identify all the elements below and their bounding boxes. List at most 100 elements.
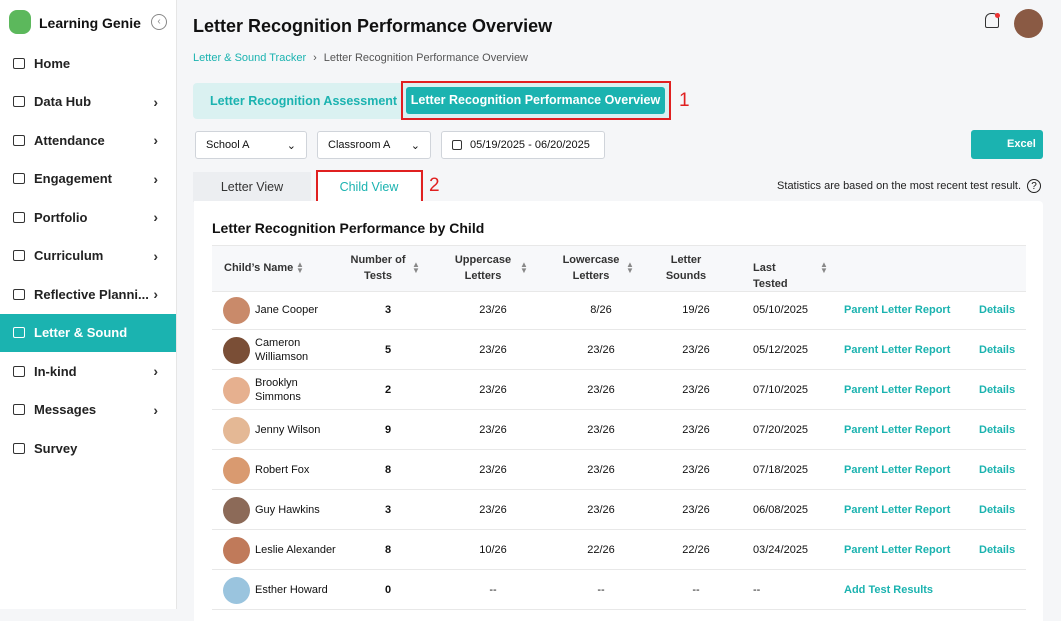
nav-label: Portfolio (34, 209, 88, 225)
page-title: Letter Recognition Performance Overview (193, 16, 553, 36)
nav-item[interactable]: Curriculum › (0, 237, 176, 275)
row-link[interactable]: Details (979, 384, 1016, 396)
row-link[interactable]: Details (979, 424, 1016, 436)
cell: 22/26 (587, 544, 615, 556)
cell: 23/26 (682, 504, 710, 516)
nav-label: Data Hub (34, 94, 92, 109)
breadcrumb-link[interactable]: Letter & Sound Tracker (193, 52, 307, 64)
row-link[interactable]: Details (979, 344, 1016, 356)
date-range[interactable]: 05/19/2025 - 06/20/2025 (441, 131, 605, 159)
row-border (212, 489, 1026, 490)
cell: Guy Hawkins (255, 504, 320, 516)
cell: 8/26 (590, 304, 612, 316)
nav-icon (13, 365, 25, 377)
row-link[interactable]: Parent Letter Report (844, 344, 951, 356)
nav-item[interactable]: Messages › (0, 391, 176, 429)
select-label: School A (206, 139, 250, 151)
user-avatar[interactable] (1014, 9, 1043, 38)
cell: 23/26 (682, 344, 710, 356)
tab-active[interactable]: Letter Recognition Performance Overview (406, 87, 665, 114)
row-link[interactable]: Parent Letter Report (844, 504, 951, 516)
nav-item[interactable]: Portfolio › (0, 198, 176, 236)
nav-item[interactable]: Engagement › (0, 160, 176, 198)
cell: Jenny Wilson (255, 424, 321, 436)
collapse-button[interactable]: ‹ (151, 14, 167, 30)
date-label: 05/19/2025 - 06/20/2025 (470, 139, 590, 151)
cell: Robert Fox (255, 464, 310, 476)
sort-icon: ▲ ▼ (626, 260, 634, 275)
breadcrumb-current: Letter Recognition Performance Overview (323, 52, 529, 64)
cell: 5 (384, 344, 392, 356)
view-tab[interactable]: Letter View (193, 172, 311, 202)
nav-label: Reflective Planni... (34, 286, 149, 302)
cell: 2 (384, 384, 392, 396)
row-border (212, 409, 1026, 410)
view-tab-active[interactable]: Child View (318, 172, 420, 202)
nav-icon (13, 211, 25, 223)
nav-item[interactable]: Survey (0, 429, 176, 467)
cell: 8 (384, 464, 392, 476)
row-border (212, 449, 1026, 450)
nav-item[interactable]: In-kind › (0, 352, 176, 390)
sort-icon: ▲ ▼ (520, 260, 528, 275)
nav-icon (13, 134, 25, 146)
cell: 07/18/2025 (753, 464, 809, 476)
nav-item[interactable]: Letter & Sound (0, 313, 176, 352)
column-header: Letter Sounds (665, 254, 707, 282)
row-link[interactable]: Details (979, 544, 1016, 556)
row-link[interactable]: Details (979, 304, 1016, 316)
cell: 23/26 (587, 464, 615, 476)
highlight-box (401, 81, 671, 120)
row-link[interactable]: Parent Letter Report (844, 424, 951, 436)
nav-label: Survey (34, 440, 78, 456)
row-border (212, 329, 1026, 330)
brand: Learning Genie (39, 15, 141, 31)
excel-button[interactable]: Excel (971, 130, 1043, 159)
cell: 22/26 (682, 544, 710, 556)
cell: 05/12/2025 (753, 344, 809, 356)
chevron: › (153, 247, 158, 264)
tab[interactable]: Letter Recognition Assessment (210, 94, 398, 108)
nav-item[interactable]: Attendance › (0, 121, 176, 159)
breadcrumb: Letter & Sound Tracker › Letter Recognitio… (193, 52, 529, 64)
nav-icon (13, 96, 25, 107)
avatar (223, 417, 250, 444)
nav-icon (13, 57, 25, 69)
nav-icon (13, 173, 25, 184)
row-link[interactable]: Details (979, 504, 1016, 516)
nav-label: Curriculum (34, 248, 104, 263)
row-link[interactable]: Add Test Results (844, 584, 934, 596)
cell: 03/24/2025 (753, 544, 809, 556)
nav-item[interactable]: Reflective Planni... › (0, 275, 176, 313)
avatar (223, 377, 250, 404)
table-header (212, 245, 1026, 292)
cell: 23/26 (479, 344, 507, 356)
logo (9, 10, 31, 34)
cell: Jane Cooper (255, 304, 318, 316)
row-link[interactable]: Parent Letter Report (844, 304, 951, 316)
chevron: › (153, 93, 158, 110)
cell: -- (489, 584, 497, 596)
classroom-select[interactable]: Classroom A ⌄ (317, 131, 431, 159)
cell: -- (753, 584, 761, 596)
row-link[interactable]: Parent Letter Report (844, 464, 951, 476)
school-select[interactable]: School A ⌄ (195, 131, 307, 159)
cell: 23/26 (479, 424, 507, 436)
cell: 06/08/2025 (753, 504, 809, 516)
row-link[interactable]: Parent Letter Report (844, 384, 951, 396)
nav-item[interactable]: Home (0, 44, 176, 82)
nav-item[interactable]: Data Hub › (0, 83, 176, 121)
column-header: Number of Tests (350, 254, 406, 282)
row-link[interactable]: Details (979, 464, 1016, 476)
notification-icon[interactable] (985, 13, 999, 28)
help-icon[interactable]: ? (1027, 179, 1041, 193)
row-link[interactable]: Parent Letter Report (844, 544, 951, 556)
note: Statistics are based on the most recent … (777, 180, 1021, 192)
cell: 23/26 (682, 464, 710, 476)
nav-icon (13, 327, 25, 338)
cell: 3 (384, 304, 392, 316)
cell: Brooklyn Simmons (255, 377, 301, 403)
chevron: › (153, 170, 158, 187)
cell: 05/10/2025 (753, 304, 809, 316)
table-title: Letter Recognition Performance by Child (212, 220, 485, 236)
